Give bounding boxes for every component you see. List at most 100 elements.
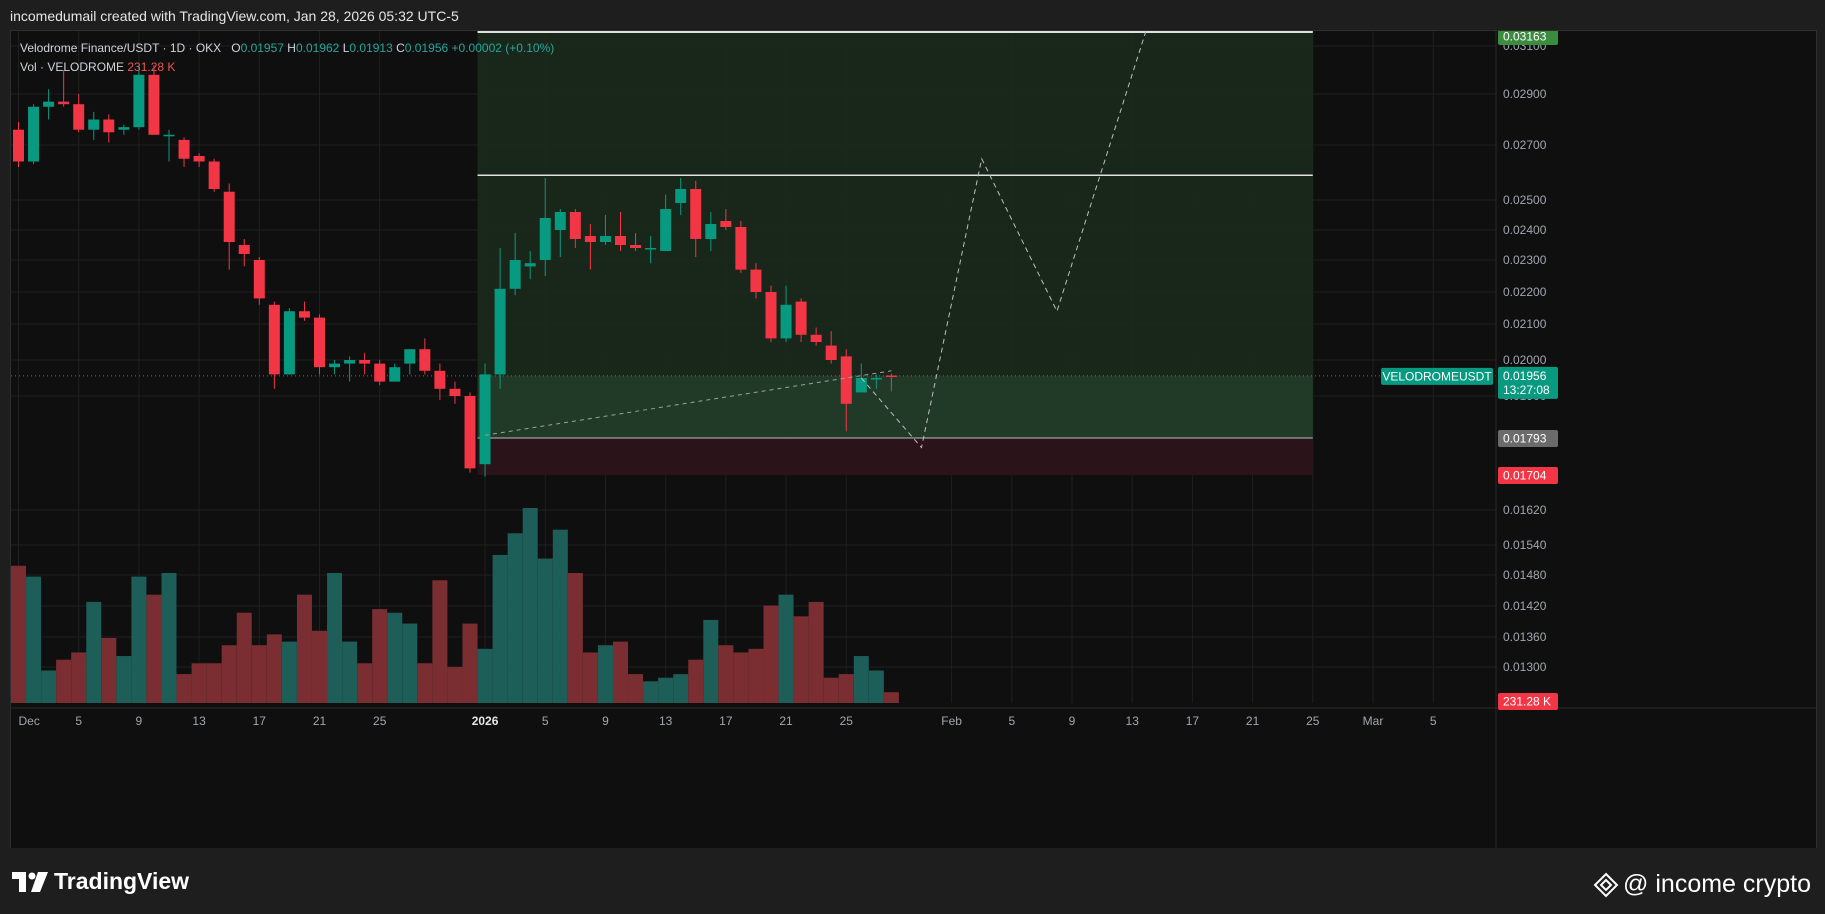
- tradingview-logo[interactable]: TradingView: [12, 868, 189, 895]
- volume-bar: [838, 674, 854, 703]
- candle-body: [599, 236, 611, 242]
- volume-bar: [778, 594, 794, 703]
- candle-body: [238, 245, 250, 254]
- time-axis-label: 2026: [472, 714, 499, 728]
- volume-bar: [342, 641, 358, 703]
- stop-price-badge-bg: [1498, 467, 1558, 485]
- volume-bar: [748, 648, 764, 703]
- volume-bar: [191, 663, 207, 703]
- time-axis-label: 25: [1306, 714, 1320, 728]
- volume-bar: [281, 641, 297, 703]
- volume-bar: [808, 601, 824, 703]
- entry-price-badge: 0.01793: [1498, 430, 1558, 447]
- candle-body: [43, 101, 55, 107]
- candle-body: [283, 311, 295, 375]
- volume-bar: [567, 573, 583, 703]
- candle-body: [645, 248, 657, 250]
- time-axis-label: 13: [192, 714, 206, 728]
- price-axis-label: 0.02300: [1503, 253, 1547, 267]
- volume-bar: [387, 612, 403, 703]
- volume-bar: [266, 634, 282, 703]
- candle-body: [539, 218, 551, 260]
- candle-body: [118, 127, 130, 130]
- volume-bar: [296, 594, 312, 703]
- volume-bar: [101, 638, 117, 703]
- candle-body: [434, 370, 446, 389]
- stop-zone: [477, 438, 1313, 476]
- volume-bar: [823, 677, 839, 703]
- volume-bar: [703, 619, 719, 703]
- volume-badge-text: 231.28 K: [1503, 695, 1551, 709]
- candle-body: [554, 212, 566, 230]
- time-axis-label: 25: [373, 714, 387, 728]
- volume-bar: [357, 663, 373, 703]
- price-axis-label: 0.02400: [1503, 223, 1547, 237]
- candle-body: [13, 129, 24, 162]
- candle-body: [374, 363, 386, 382]
- candle-body: [133, 74, 145, 128]
- time-axis-label: 9: [602, 714, 609, 728]
- candle-body: [720, 221, 732, 227]
- candle-body: [389, 367, 401, 382]
- time-axis-label: 17: [719, 714, 733, 728]
- volume-bar: [522, 508, 538, 703]
- candle-body: [810, 334, 822, 342]
- candle-body: [88, 119, 100, 130]
- symbol-tag: VELODROMEUSDT: [1381, 367, 1493, 385]
- binance-diamond-icon: [1593, 872, 1619, 897]
- volume-bar: [176, 674, 192, 703]
- candle-body: [148, 74, 160, 135]
- entry-price-badge-text: 0.01793: [1503, 432, 1547, 446]
- volume-bar: [582, 652, 598, 703]
- tradingview-logo-icon: [12, 871, 48, 892]
- volume-bar: [793, 616, 809, 703]
- time-axis-label: 17: [253, 714, 267, 728]
- candle-body: [298, 311, 310, 318]
- volume-bar: [447, 666, 463, 703]
- candle-body: [464, 396, 476, 469]
- price-axis-label: 0.01360: [1503, 630, 1547, 644]
- candle-body: [855, 378, 867, 393]
- target-zone: [477, 31, 1313, 438]
- candle-body: [735, 227, 747, 270]
- candle-body: [840, 356, 852, 404]
- chart-frame[interactable]: 0.03100 0.02900 0.02700 0.02500 0.02400 0.023…: [10, 30, 1817, 849]
- candle-body: [795, 301, 807, 335]
- time-axis-label: Mar: [1363, 714, 1384, 728]
- volume-bar: [131, 576, 147, 703]
- volume-bar: [236, 612, 252, 703]
- candle-body: [449, 388, 461, 396]
- candle-body: [103, 119, 115, 133]
- candle-body: [584, 236, 596, 242]
- volume-bar: [537, 558, 553, 703]
- candle-body: [58, 101, 70, 105]
- candle-body: [178, 139, 190, 159]
- price-axis-label: 0.02200: [1503, 285, 1547, 299]
- volume-bar: [477, 648, 493, 703]
- volume-bar: [597, 645, 613, 703]
- candle-body: [253, 260, 265, 299]
- projection-path: [860, 31, 1147, 449]
- target-price-badge-text: 0.03163: [1503, 31, 1547, 44]
- stop-price-badge-text: 0.01704: [1503, 469, 1547, 483]
- volume-bar: [327, 573, 343, 703]
- candle-body: [750, 269, 762, 292]
- volume-bar: [251, 645, 267, 703]
- candle-body: [780, 304, 792, 339]
- price-chart[interactable]: 0.031000.029000.027000.025000.024000.023…: [11, 31, 1816, 848]
- time-axis-label: Feb: [941, 714, 962, 728]
- price-axis-label: 0.02900: [1503, 87, 1547, 101]
- volume-badge-bg: [1498, 693, 1558, 710]
- volume-bar: [71, 652, 87, 703]
- candle-body: [344, 360, 356, 364]
- volume-bar: [868, 670, 884, 703]
- volume-bar: [146, 594, 162, 703]
- volume-bar: [206, 663, 222, 703]
- candle-body: [885, 375, 897, 377]
- candle-body: [329, 363, 341, 368]
- price-axis-label: 0.01420: [1503, 599, 1547, 613]
- symbol-tag-text: VELODROMEUSDT: [1382, 369, 1492, 383]
- candle-body: [660, 209, 672, 251]
- candle-body: [524, 263, 536, 267]
